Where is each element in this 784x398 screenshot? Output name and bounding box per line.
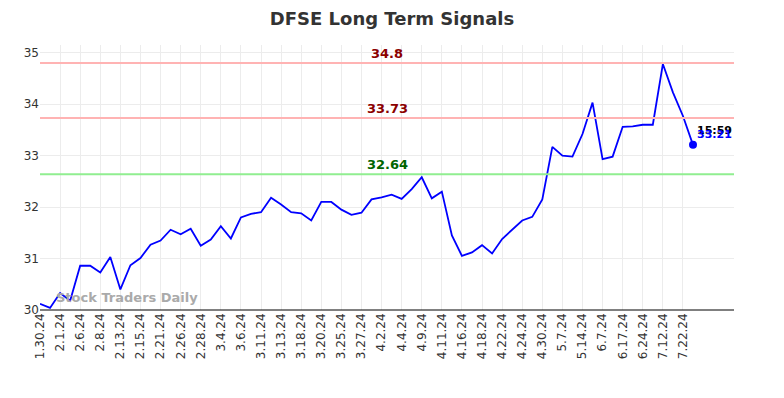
svg-text:4.22.24: 4.22.24: [495, 313, 509, 359]
svg-text:4.11.24: 4.11.24: [435, 313, 449, 359]
svg-text:34.8: 34.8: [371, 46, 403, 61]
svg-text:5.14.24: 5.14.24: [575, 313, 589, 359]
svg-text:3.4.24: 3.4.24: [214, 313, 228, 351]
svg-text:31: 31: [24, 252, 39, 266]
svg-text:3.11.24: 3.11.24: [254, 313, 268, 359]
svg-text:3.6.24: 3.6.24: [234, 313, 248, 351]
svg-text:3.18.24: 3.18.24: [294, 313, 308, 359]
svg-text:2.13.24: 2.13.24: [113, 313, 127, 359]
svg-text:7.12.24: 7.12.24: [656, 313, 670, 359]
svg-text:2.15.24: 2.15.24: [133, 313, 147, 359]
svg-text:4.30.24: 4.30.24: [535, 313, 549, 359]
svg-text:2.8.24: 2.8.24: [93, 313, 107, 351]
svg-text:3.27.24: 3.27.24: [354, 313, 368, 359]
svg-text:7.22.24: 7.22.24: [676, 313, 690, 359]
svg-text:4.18.24: 4.18.24: [475, 313, 489, 359]
svg-text:32.64: 32.64: [367, 157, 408, 172]
svg-text:34: 34: [24, 97, 39, 111]
svg-text:2.21.24: 2.21.24: [153, 313, 167, 359]
svg-text:4.24.24: 4.24.24: [515, 313, 529, 359]
svg-text:3.25.24: 3.25.24: [334, 313, 348, 359]
svg-text:6.17.24: 6.17.24: [616, 313, 630, 359]
svg-text:30: 30: [24, 303, 39, 317]
svg-text:1.30.24: 1.30.24: [33, 313, 47, 359]
svg-text:3.20.24: 3.20.24: [314, 313, 328, 359]
svg-text:6.24.24: 6.24.24: [636, 313, 650, 359]
svg-text:4.16.24: 4.16.24: [455, 313, 469, 359]
svg-text:15:59: 15:59: [697, 124, 732, 137]
svg-text:2.28.24: 2.28.24: [194, 313, 208, 359]
svg-text:33: 33: [24, 149, 39, 163]
svg-text:2.6.24: 2.6.24: [73, 313, 87, 351]
svg-text:2.1.24: 2.1.24: [53, 313, 67, 351]
svg-text:3.13.24: 3.13.24: [274, 313, 288, 359]
svg-text:32: 32: [24, 200, 39, 214]
svg-text:4.2.24: 4.2.24: [374, 313, 388, 351]
svg-text:DFSE Long Term Signals: DFSE Long Term Signals: [270, 8, 514, 29]
svg-text:Stock Traders Daily: Stock Traders Daily: [56, 290, 198, 305]
svg-text:6.7.24: 6.7.24: [595, 313, 609, 351]
svg-text:2.26.24: 2.26.24: [174, 313, 188, 359]
svg-text:35: 35: [24, 46, 39, 60]
svg-text:5.7.24: 5.7.24: [555, 313, 569, 351]
svg-text:33.21: 33.21: [697, 128, 732, 141]
svg-text:4.4.24: 4.4.24: [395, 313, 409, 351]
svg-text:33.73: 33.73: [367, 101, 408, 116]
svg-text:4.9.24: 4.9.24: [415, 313, 429, 351]
